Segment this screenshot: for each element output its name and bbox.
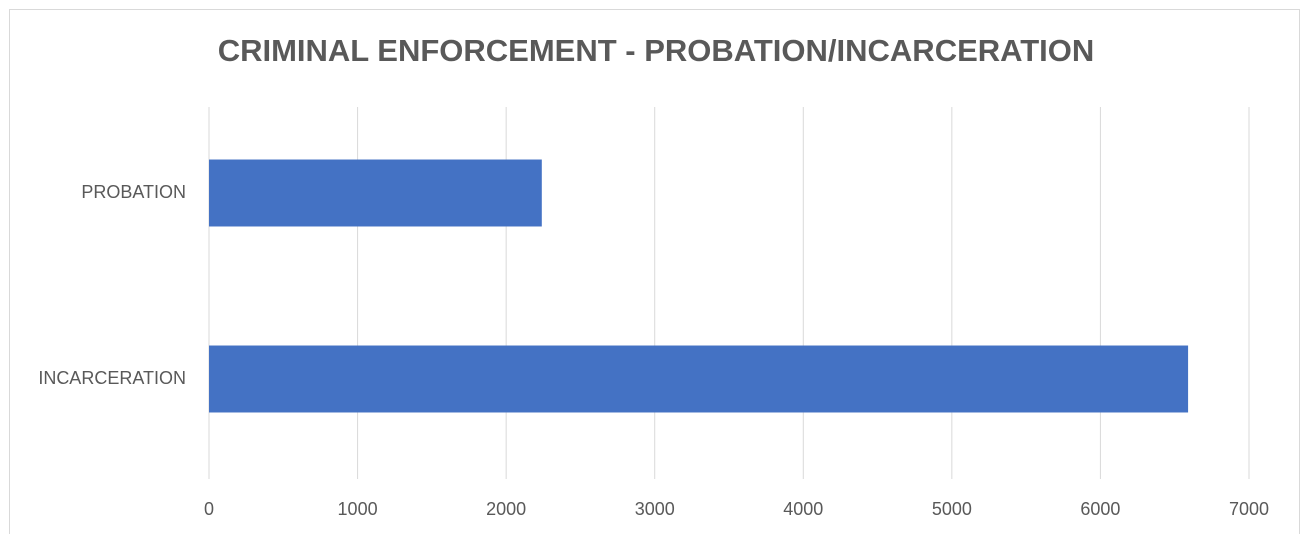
y-tick-label: INCARCERATION — [38, 368, 186, 388]
x-tick-label: 1000 — [338, 499, 378, 519]
bar — [209, 159, 542, 227]
x-tick-label: 3000 — [635, 499, 675, 519]
y-tick-label: PROBATION — [81, 182, 186, 202]
x-tick-label: 4000 — [783, 499, 823, 519]
x-tick-label: 5000 — [932, 499, 972, 519]
chart-frame — [9, 9, 1300, 534]
x-tick-label: 6000 — [1080, 499, 1120, 519]
x-tick-label: 0 — [204, 499, 214, 519]
bar — [209, 345, 1189, 413]
x-tick-label: 7000 — [1229, 499, 1269, 519]
chart-title: CRIMINAL ENFORCEMENT - PROBATION/INCARCE… — [218, 33, 1095, 68]
x-tick-label: 2000 — [486, 499, 526, 519]
